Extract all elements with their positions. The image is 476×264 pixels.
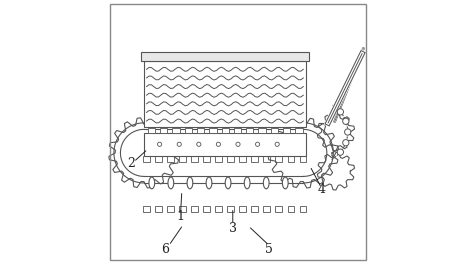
Bar	[251, 155, 258, 162]
Bar	[155, 155, 162, 162]
Text: 1: 1	[177, 210, 185, 223]
Bar	[228, 155, 234, 162]
Bar	[251, 206, 258, 212]
Bar	[155, 206, 162, 212]
Bar	[234, 128, 241, 133]
Bar	[191, 206, 198, 212]
Circle shape	[275, 142, 279, 146]
Circle shape	[256, 142, 260, 146]
FancyBboxPatch shape	[144, 133, 306, 155]
Bar	[228, 206, 234, 212]
Bar	[271, 128, 278, 133]
Text: 6: 6	[161, 243, 169, 256]
Bar	[276, 206, 282, 212]
Text: 3: 3	[229, 222, 237, 235]
Circle shape	[337, 149, 344, 155]
Ellipse shape	[206, 177, 212, 189]
Bar	[288, 155, 294, 162]
Text: 5: 5	[266, 243, 273, 256]
Bar	[203, 206, 210, 212]
Bar	[264, 155, 270, 162]
Bar	[295, 128, 303, 133]
Circle shape	[177, 142, 181, 146]
Bar	[179, 155, 186, 162]
Bar	[172, 128, 180, 133]
Bar	[168, 206, 174, 212]
Bar	[264, 206, 270, 212]
Bar	[216, 206, 222, 212]
Ellipse shape	[282, 177, 288, 189]
Circle shape	[337, 109, 344, 115]
Ellipse shape	[187, 177, 193, 189]
Circle shape	[343, 140, 349, 146]
Circle shape	[158, 142, 162, 146]
Bar	[141, 51, 308, 62]
Circle shape	[236, 142, 240, 146]
Bar	[191, 155, 198, 162]
Bar	[258, 128, 266, 133]
Bar	[239, 155, 246, 162]
Circle shape	[343, 118, 349, 124]
Bar	[143, 206, 150, 212]
Bar	[209, 128, 217, 133]
Bar	[283, 128, 290, 133]
Bar	[221, 128, 229, 133]
Bar	[276, 155, 282, 162]
Ellipse shape	[225, 177, 231, 189]
Circle shape	[345, 129, 351, 135]
Ellipse shape	[263, 177, 269, 189]
Bar	[203, 155, 210, 162]
Circle shape	[197, 142, 201, 146]
Text: 4: 4	[317, 183, 326, 196]
Text: 2: 2	[127, 157, 135, 170]
Bar	[299, 155, 306, 162]
Ellipse shape	[168, 177, 174, 189]
Ellipse shape	[244, 177, 250, 189]
Bar	[246, 128, 253, 133]
Ellipse shape	[149, 177, 155, 189]
Circle shape	[216, 142, 220, 146]
Bar	[288, 206, 294, 212]
Bar	[160, 128, 168, 133]
Bar	[148, 128, 155, 133]
Bar	[185, 128, 192, 133]
Bar	[299, 206, 306, 212]
Bar	[179, 206, 186, 212]
Bar	[168, 155, 174, 162]
Bar	[216, 155, 222, 162]
Bar	[143, 155, 150, 162]
Bar	[239, 206, 246, 212]
Bar	[144, 62, 306, 127]
Bar	[197, 128, 204, 133]
